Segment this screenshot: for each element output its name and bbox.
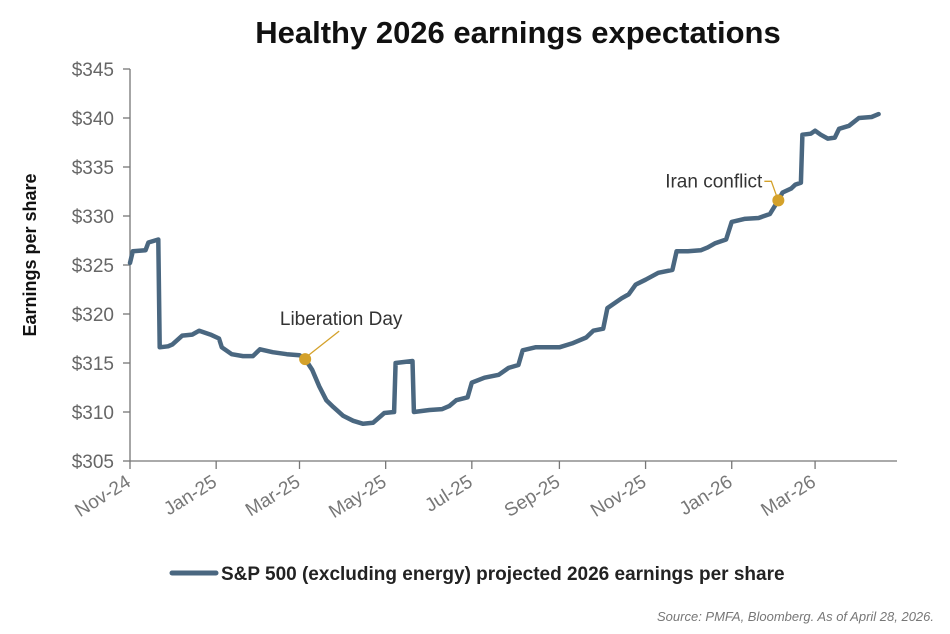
x-axis: Nov-24 Jan-25 Mar-25 May-25 Jul-25 Sep-25 Nov-…	[72, 460, 897, 523]
y-axis-label: Earnings per share	[20, 173, 40, 336]
x-tick-label: Jan-25	[160, 471, 220, 520]
annotation-leader	[764, 180, 777, 196]
y-tick-label: $315	[72, 354, 114, 375]
annotation-marker	[299, 353, 312, 366]
legend-label: S&P 500 (excluding energy) projected 202…	[221, 564, 785, 585]
chart-title: Healthy 2026 earnings expectations	[255, 15, 781, 50]
annotation-label: Liberation Day	[280, 309, 403, 330]
source-note: Source: PMFA, Bloomberg. As of April 28,…	[657, 609, 934, 624]
x-tick-label: Jul-25	[421, 471, 476, 516]
x-tick-label: Mar-25	[242, 471, 304, 521]
x-tick-label: Sep-25	[501, 471, 564, 521]
series-group	[127, 111, 881, 427]
y-tick-label: $310	[72, 403, 114, 424]
y-tick-label: $335	[72, 158, 114, 179]
y-tick-label: $325	[72, 256, 114, 277]
x-tick-label: Mar-26	[758, 471, 820, 521]
series-line-0	[127, 111, 881, 427]
annotation-label: Iran conflict	[665, 171, 763, 192]
annotation-leader	[305, 330, 340, 358]
y-tick-label: $305	[72, 452, 114, 473]
annotation-group: Liberation Day Iran conflict	[280, 171, 785, 366]
y-axis: $305 $310 $315 $320 $325 $330 $335 $340 $345	[72, 60, 131, 473]
x-tick-label: May-25	[325, 471, 390, 522]
y-tick-label: $330	[72, 207, 114, 228]
x-tick-label: Nov-24	[72, 471, 135, 521]
annotation-marker	[772, 194, 785, 207]
x-tick-label: Nov-25	[587, 471, 650, 521]
y-tick-label: $320	[72, 305, 114, 326]
y-tick-label: $345	[72, 60, 114, 81]
y-tick-label: $340	[72, 109, 114, 130]
x-tick-label: Jan-26	[676, 471, 736, 520]
legend: S&P 500 (excluding energy) projected 202…	[169, 564, 785, 585]
